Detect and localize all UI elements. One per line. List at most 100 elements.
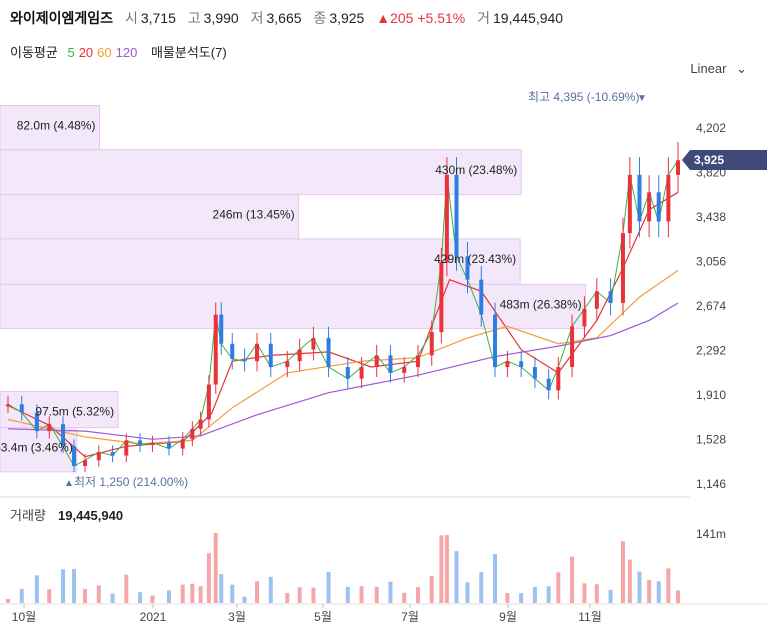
y-tick-label: 3,056 bbox=[696, 255, 726, 269]
close-label: 종 bbox=[313, 10, 327, 26]
candle-body bbox=[637, 174, 642, 222]
volume-profile-layer bbox=[0, 105, 587, 473]
x-tick-label: 5월 bbox=[314, 610, 332, 624]
volume-bar bbox=[326, 571, 331, 603]
price-layer bbox=[6, 141, 680, 473]
candle-body bbox=[285, 361, 290, 368]
indicator-bar: 이동평균 5 20 60 120 매물분석도(7) bbox=[10, 42, 233, 61]
candle-body bbox=[374, 355, 379, 368]
candle-body bbox=[124, 440, 129, 456]
y-tick-label: 3,438 bbox=[696, 210, 726, 224]
volume-bar bbox=[311, 587, 316, 603]
volume-bar bbox=[47, 589, 52, 603]
candle-body bbox=[519, 361, 524, 368]
candle-body bbox=[6, 404, 10, 407]
low-value: 3,665 bbox=[266, 10, 302, 26]
candle-body bbox=[444, 174, 449, 263]
volume-bar bbox=[429, 575, 434, 603]
volume-header-value: 19,445,940 bbox=[493, 10, 564, 26]
moving-average-title[interactable]: 이동평균 bbox=[10, 45, 58, 60]
y-tick-label: 1,146 bbox=[696, 477, 726, 491]
x-tick-label: 11월 bbox=[578, 610, 602, 624]
candle-body bbox=[429, 332, 434, 356]
volume-bar bbox=[345, 586, 350, 603]
volume-profile-label: 63.4m (3.46%) bbox=[0, 441, 73, 455]
high-label: 고 bbox=[187, 10, 201, 26]
volume-bar bbox=[138, 592, 143, 603]
volume-bar bbox=[493, 554, 498, 603]
min-marker-icon: ▲ bbox=[64, 478, 74, 489]
min-price-note: 최저 1,250 (214.00%) bbox=[74, 475, 188, 489]
volume-bar bbox=[570, 556, 575, 603]
candle-body bbox=[34, 412, 39, 432]
volume-profile-bar bbox=[0, 238, 521, 285]
volume-bar bbox=[285, 592, 290, 603]
scale-select[interactable]: Linear ⌄ bbox=[690, 61, 747, 77]
ma-label-5: 5 bbox=[67, 45, 75, 60]
volume-bar bbox=[297, 587, 302, 603]
candle-body bbox=[388, 355, 393, 373]
y-tick-label: 2,674 bbox=[696, 299, 726, 313]
candle-body bbox=[150, 442, 155, 446]
open-label: 시 bbox=[124, 10, 138, 26]
volume-bar bbox=[255, 581, 260, 603]
volume-bar bbox=[608, 589, 613, 603]
candle-body bbox=[570, 326, 575, 368]
volume-profile-toggle[interactable]: 매물분석도(7) bbox=[150, 45, 227, 60]
candle-body bbox=[166, 442, 171, 449]
stock-name[interactable]: 와이제이엠게임즈 bbox=[10, 10, 114, 26]
candle-body bbox=[594, 291, 599, 309]
candle-body bbox=[493, 314, 498, 368]
y-tick-label: 1,528 bbox=[696, 433, 726, 447]
candle-body bbox=[402, 367, 407, 373]
ma-period-labels: 5 20 60 120 bbox=[67, 45, 141, 60]
candle-body bbox=[96, 452, 101, 461]
volume-bar bbox=[34, 575, 39, 603]
low-label: 저 bbox=[250, 10, 264, 26]
volume-bar bbox=[582, 583, 587, 603]
candle-body bbox=[219, 314, 224, 344]
volume-bar bbox=[402, 592, 407, 603]
volume-bar bbox=[6, 599, 10, 603]
volume-bar bbox=[546, 586, 551, 603]
current-price-label: 3,925 bbox=[694, 153, 724, 167]
volume-bar bbox=[124, 574, 129, 603]
volume-bar bbox=[213, 533, 218, 603]
volume-bar bbox=[61, 569, 66, 603]
high-value: 3,990 bbox=[203, 10, 239, 26]
y-axis-ticks: 4,2023,8203,4383,0562,6742,2921,9101,528… bbox=[696, 121, 726, 491]
volume-bar bbox=[96, 585, 101, 603]
volume-profile-bar bbox=[0, 194, 300, 240]
candle-body bbox=[627, 174, 632, 234]
x-tick-label: 10월 bbox=[12, 610, 36, 624]
volume-bar bbox=[219, 574, 224, 603]
volume-bar bbox=[180, 584, 185, 603]
volume-bar bbox=[359, 586, 364, 603]
volume-bar bbox=[556, 572, 561, 603]
candle-body bbox=[61, 424, 66, 447]
ma-5-line bbox=[7, 160, 679, 467]
volume-axis-tick: 141m bbox=[696, 527, 726, 541]
volume-bar bbox=[19, 589, 24, 603]
volume-bar bbox=[532, 586, 537, 603]
candle-body bbox=[206, 384, 211, 420]
volume-profile-bar bbox=[0, 105, 100, 151]
candle-body bbox=[138, 440, 143, 446]
candle-body bbox=[180, 439, 185, 449]
max-marker-icon: ▼ bbox=[637, 93, 647, 104]
volume-bar bbox=[627, 559, 632, 603]
volume-bar bbox=[83, 589, 88, 603]
volume-bar bbox=[242, 596, 247, 603]
volume-bar bbox=[479, 572, 484, 603]
volume-bar bbox=[206, 553, 211, 603]
volume-bar bbox=[110, 593, 115, 603]
chevron-down-icon: ⌄ bbox=[736, 61, 747, 76]
volume-label: 거 bbox=[477, 10, 491, 26]
candle-body bbox=[479, 279, 484, 315]
x-tick-label: 7월 bbox=[401, 610, 419, 624]
volume-bar bbox=[505, 592, 510, 603]
ma-120-line bbox=[7, 302, 679, 440]
price-change: ▲205 +5.51% bbox=[376, 10, 466, 26]
candle-body bbox=[345, 367, 350, 379]
